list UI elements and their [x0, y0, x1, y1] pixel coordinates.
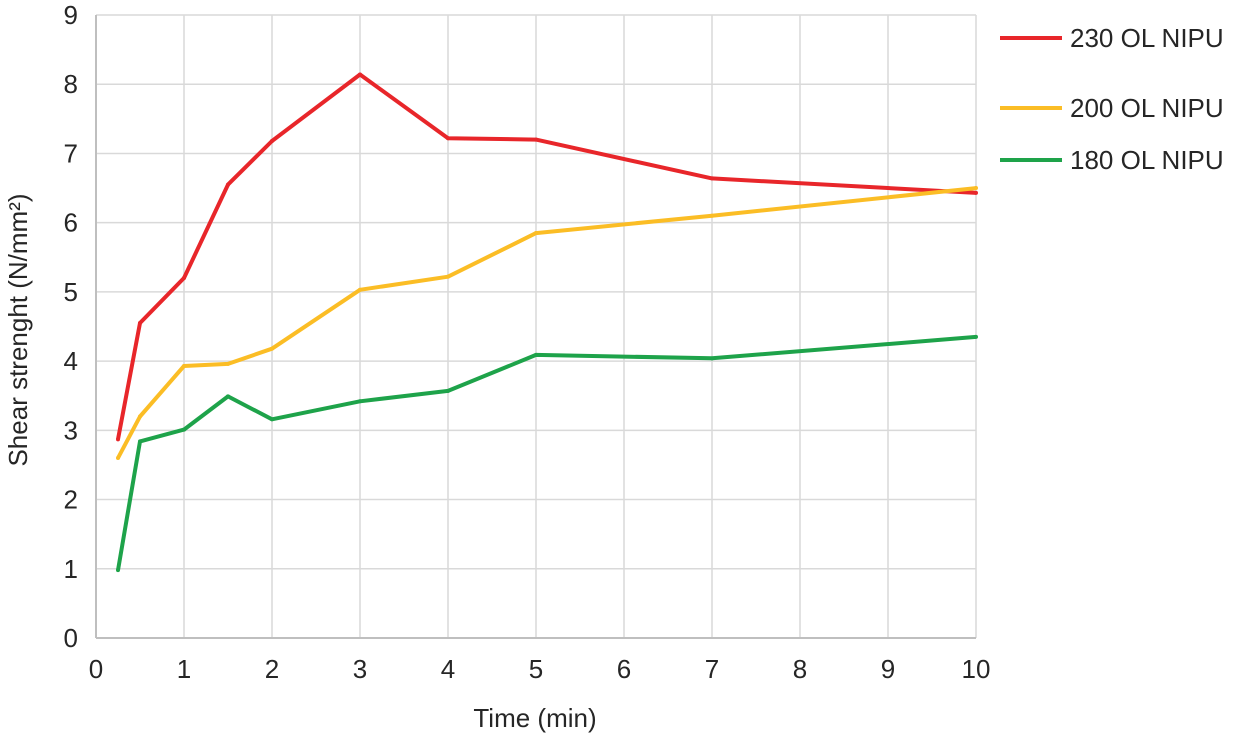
data-point [270, 346, 274, 351]
gridlines [96, 14, 977, 638]
legend-label: 230 OL NIPU [1070, 23, 1224, 53]
legend-label: 180 OL NIPU [1070, 145, 1224, 175]
data-point [226, 394, 230, 399]
data-point [358, 287, 362, 292]
data-point [182, 427, 186, 432]
x-tick-labels: 0 1 2 3 4 5 6 7 8 9 10 [89, 654, 991, 684]
x-tick-label: 6 [617, 654, 631, 684]
x-tick-label: 5 [529, 654, 543, 684]
data-point [446, 274, 450, 279]
data-point [974, 190, 978, 195]
x-tick-label: 3 [353, 654, 367, 684]
x-tick-label: 10 [962, 654, 991, 684]
data-point [358, 72, 362, 77]
data-point [182, 276, 186, 281]
data-point [358, 399, 362, 404]
data-point [974, 334, 978, 339]
data-point [534, 137, 538, 142]
y-tick-label: 4 [64, 346, 78, 376]
data-point [116, 437, 120, 442]
y-tick-labels: 0 1 2 3 4 5 6 7 8 9 [64, 0, 78, 653]
data-point [182, 363, 186, 368]
series-line-200-ol-nipu [116, 186, 977, 459]
x-tick-label: 8 [793, 654, 807, 684]
y-tick-label: 2 [64, 485, 78, 515]
data-point [226, 361, 230, 366]
y-tick-label: 8 [64, 69, 78, 99]
data-point [710, 213, 714, 218]
legend: 230 OL NIPU 200 OL NIPU 180 OL NIPU [1000, 23, 1224, 175]
x-tick-label: 7 [705, 654, 719, 684]
y-tick-label: 7 [64, 138, 78, 168]
data-point [446, 388, 450, 393]
y-axis-title: Shear strenght (N/mm²) [3, 193, 33, 466]
x-tick-label: 0 [89, 654, 103, 684]
y-tick-label: 5 [64, 277, 78, 307]
series-lines [116, 72, 978, 573]
x-tick-label: 2 [265, 654, 279, 684]
series-line-230-ol-nipu [116, 72, 977, 440]
y-tick-label: 0 [64, 623, 78, 653]
data-point [138, 321, 142, 326]
x-tick-label: 9 [881, 654, 895, 684]
legend-label: 200 OL NIPU [1070, 93, 1224, 123]
data-point [226, 182, 230, 187]
x-tick-label: 4 [441, 654, 455, 684]
data-point [534, 352, 538, 357]
data-point [710, 176, 714, 181]
data-point [974, 186, 978, 191]
x-axis-title: Time (min) [473, 703, 596, 733]
data-point [138, 414, 142, 419]
y-tick-label: 1 [64, 554, 78, 584]
series-line-180-ol-nipu [116, 334, 977, 571]
y-tick-label: 6 [64, 208, 78, 238]
x-tick-label: 1 [177, 654, 191, 684]
data-point [116, 568, 120, 573]
data-point [270, 417, 274, 422]
data-point [138, 439, 142, 444]
data-point [116, 456, 120, 461]
data-point [270, 138, 274, 143]
y-tick-label: 9 [64, 0, 78, 30]
axes [95, 15, 976, 639]
data-point [710, 356, 714, 361]
y-tick-label: 3 [64, 415, 78, 445]
data-point [446, 136, 450, 141]
data-point [534, 231, 538, 236]
